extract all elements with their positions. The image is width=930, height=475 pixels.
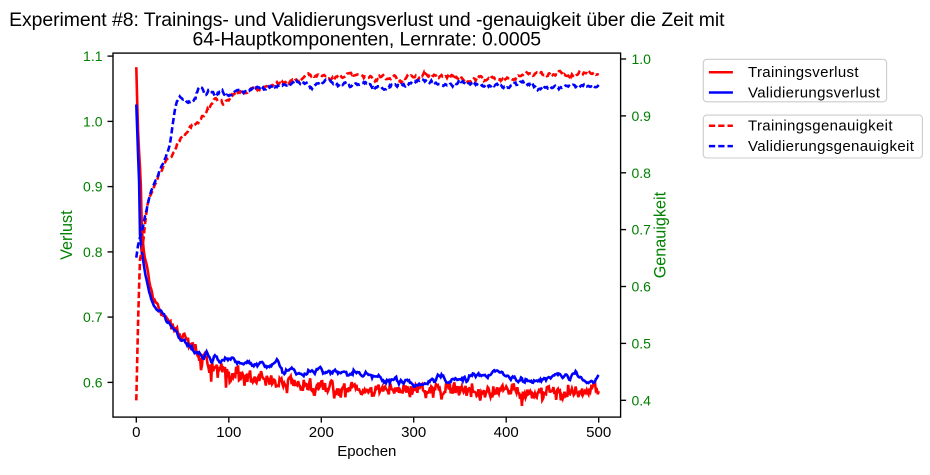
svg-text:Validierungsgenauigkeit: Validierungsgenauigkeit — [748, 138, 915, 155]
svg-text:Trainingsgenauigkeit: Trainingsgenauigkeit — [748, 118, 893, 135]
svg-text:0.9: 0.9 — [632, 108, 652, 124]
svg-text:0.4: 0.4 — [632, 392, 652, 408]
svg-text:0.7: 0.7 — [632, 222, 652, 238]
svg-text:0.9: 0.9 — [83, 179, 103, 195]
svg-text:Epochen: Epochen — [337, 443, 396, 460]
svg-text:100: 100 — [216, 424, 241, 441]
svg-text:0.8: 0.8 — [83, 244, 103, 260]
svg-text:0.8: 0.8 — [632, 165, 652, 181]
svg-text:0: 0 — [132, 424, 140, 441]
svg-text:Verlust: Verlust — [58, 210, 76, 260]
svg-text:1.0: 1.0 — [632, 51, 652, 67]
svg-text:0.7: 0.7 — [83, 309, 103, 325]
svg-text:300: 300 — [401, 424, 426, 441]
svg-text:1.1: 1.1 — [83, 48, 103, 64]
svg-text:1.0: 1.0 — [83, 113, 103, 129]
svg-text:Trainingsverlust: Trainingsverlust — [748, 64, 859, 81]
svg-text:0.5: 0.5 — [632, 335, 652, 351]
svg-text:0.6: 0.6 — [83, 374, 103, 390]
svg-text:Validierungsverlust: Validierungsverlust — [748, 84, 881, 101]
svg-text:0.6: 0.6 — [632, 279, 652, 295]
svg-text:500: 500 — [586, 424, 611, 441]
svg-text:Experiment #8: Trainings- und: Experiment #8: Trainings- und Validierun… — [9, 9, 725, 31]
svg-text:Genauigkeit: Genauigkeit — [652, 191, 670, 278]
svg-text:400: 400 — [494, 424, 519, 441]
svg-text:64-Hauptkomponenten, Lernrate:: 64-Hauptkomponenten, Lernrate: 0.0005 — [193, 28, 542, 50]
svg-text:200: 200 — [309, 424, 334, 441]
